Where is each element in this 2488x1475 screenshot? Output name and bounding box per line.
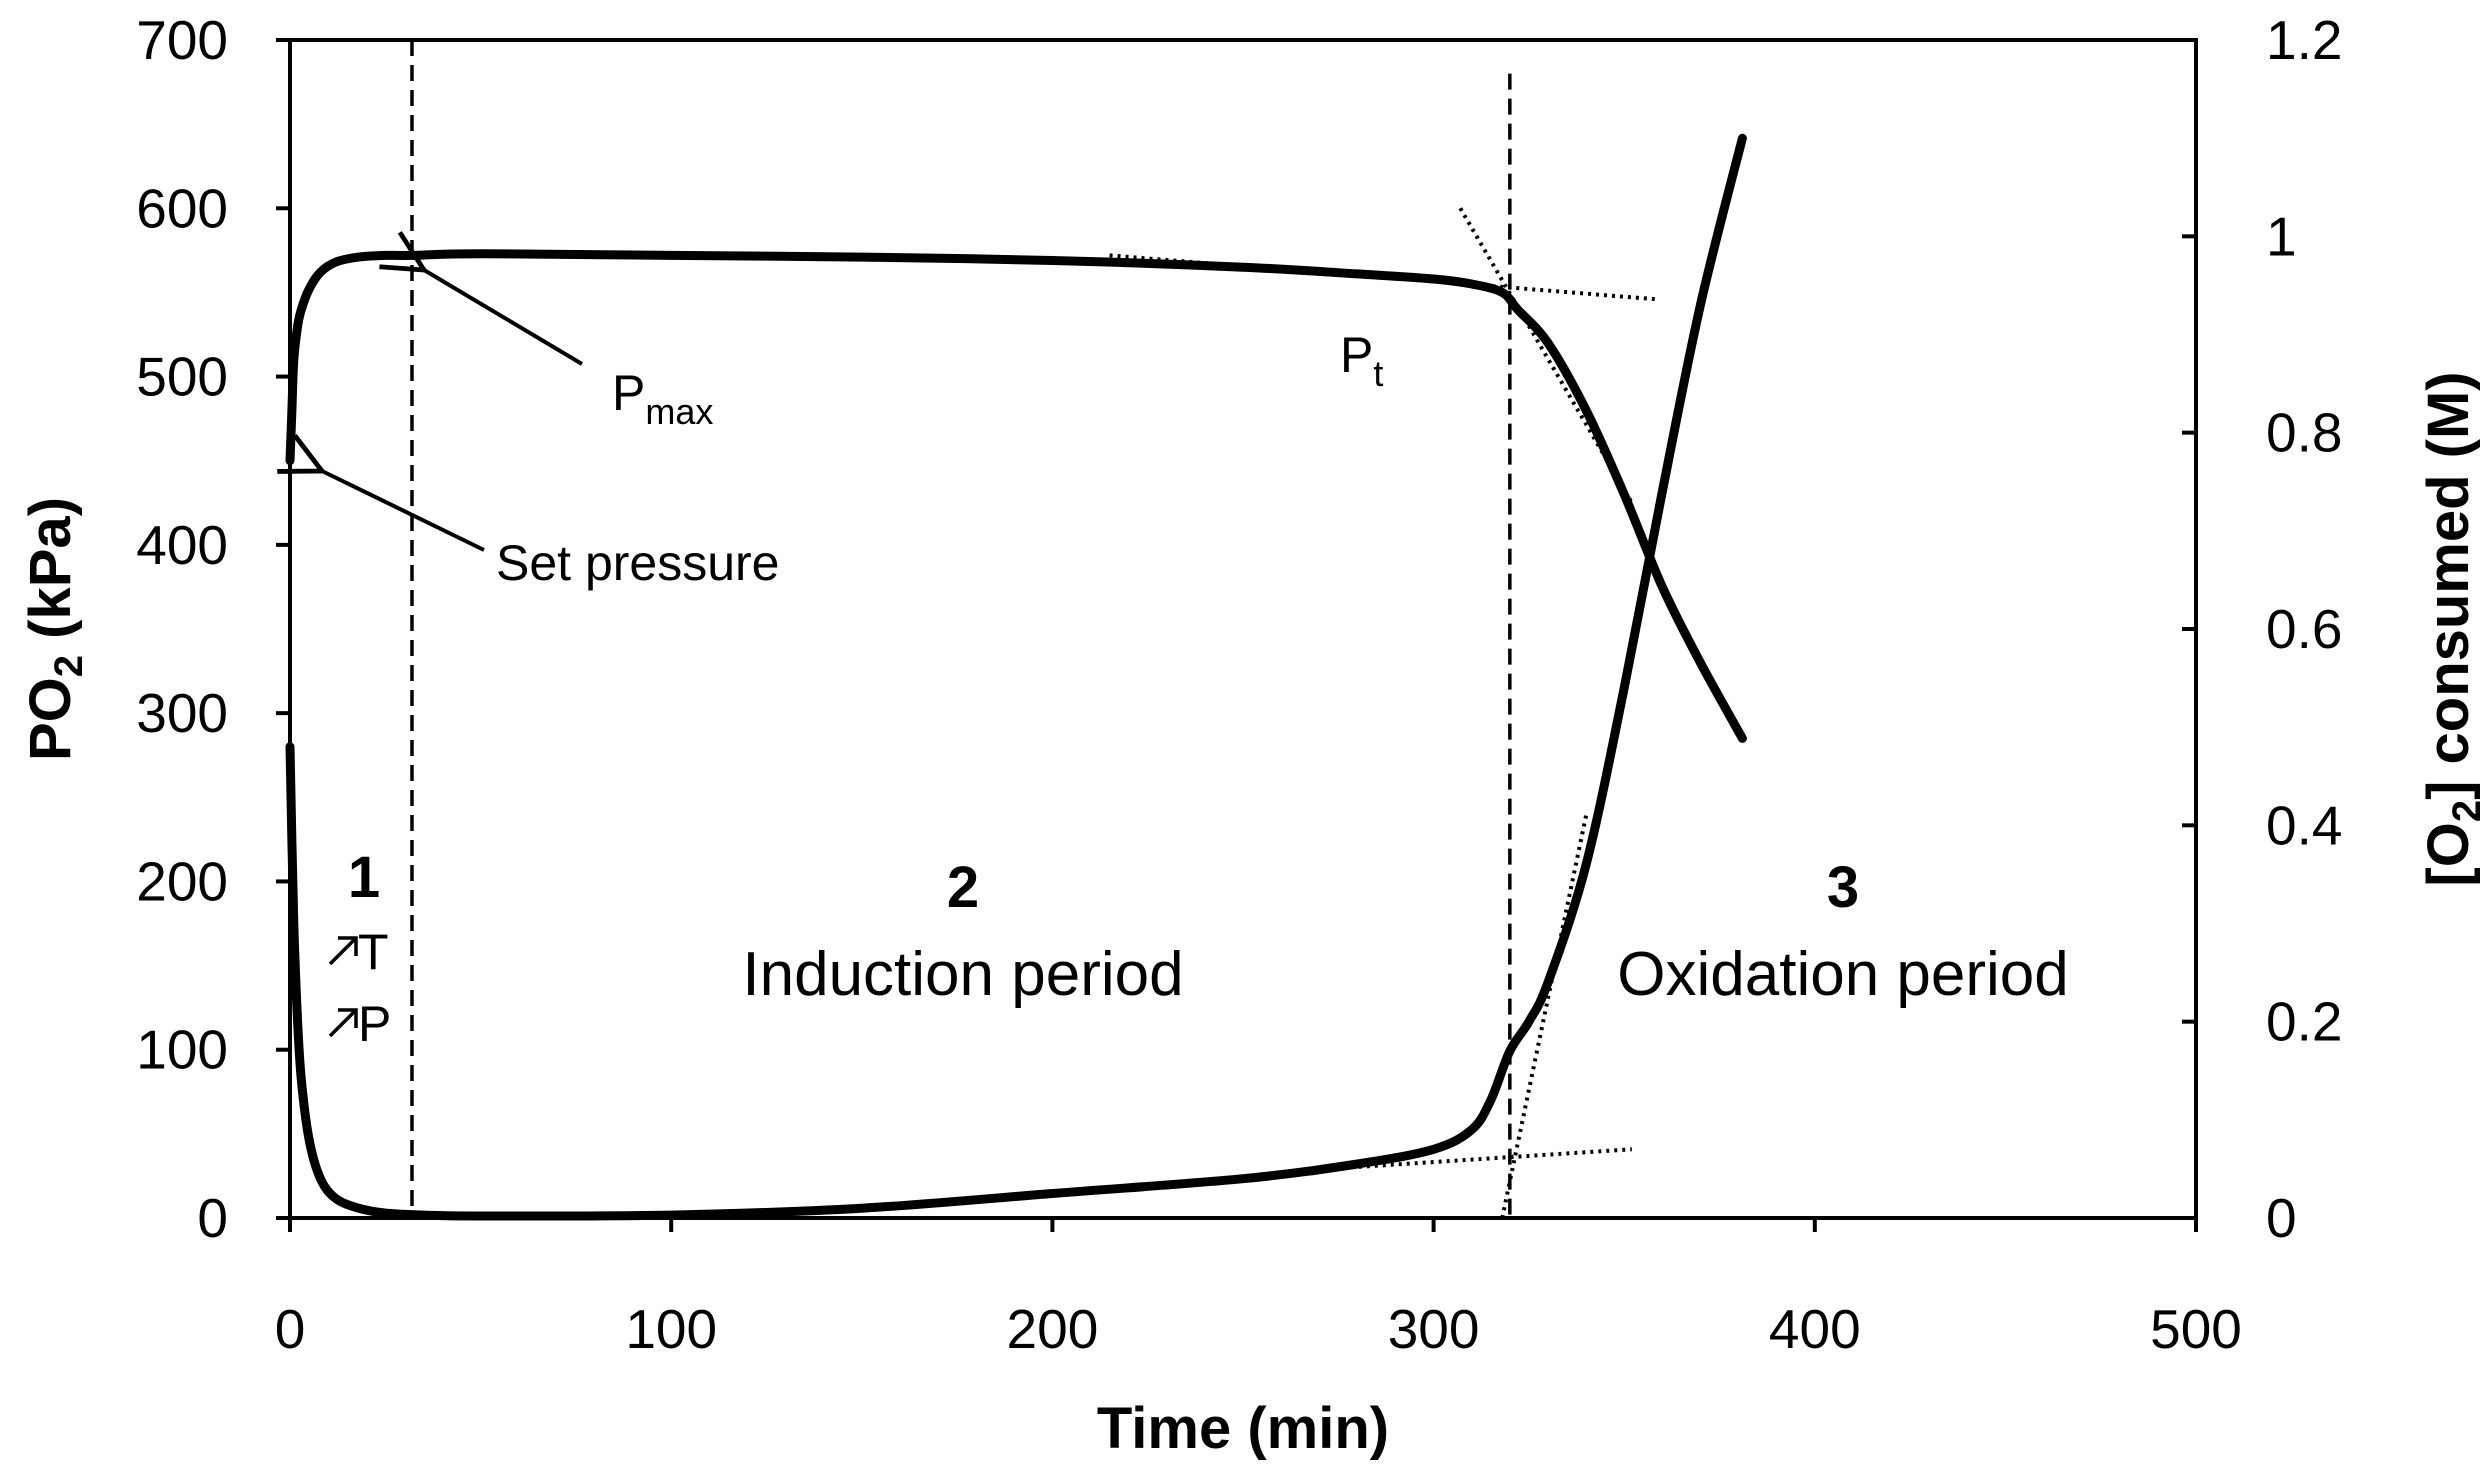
region-3-number: 3: [1827, 855, 1859, 920]
set-pressure-label: Set pressure: [496, 535, 779, 591]
x-tick-label: 500: [2150, 1298, 2242, 1360]
north-east-arrow-icon: [328, 936, 358, 966]
y-left-tick-label: 100: [136, 1019, 228, 1081]
y-right-tick-label: 0.8: [2266, 402, 2342, 464]
y-left-tick-label: 700: [136, 9, 228, 71]
set-pressure-arrow: [322, 471, 485, 552]
tangent-line-3: [1326, 1147, 1632, 1171]
plot-area-frame: [288, 38, 2198, 1220]
y-right-tick-label: 0.2: [2266, 991, 2342, 1053]
series-po2-line: [285, 249, 1747, 743]
y-axis-right-title: [O2] consumed (M): [2416, 371, 2488, 886]
x-tick-label: 0: [275, 1298, 306, 1360]
x-tick-label: 400: [1769, 1298, 1861, 1360]
axis-ticks: [276, 38, 2198, 1232]
y-right-tick-label: 1: [2266, 205, 2297, 267]
data-series: [285, 133, 1747, 1221]
vertical-markers: [410, 40, 1512, 1218]
region-2-number: 2: [947, 855, 979, 920]
y-left-tick-label: 600: [136, 177, 228, 239]
region-1-temperature-rise: T: [328, 924, 389, 980]
y-right-tick-label: 0: [2266, 1187, 2297, 1249]
tangent-line-4: [1500, 815, 1589, 1219]
y-right-tick-label: 1.2: [2266, 9, 2342, 71]
region-3-name: Oxidation period: [1617, 940, 2069, 1009]
y-axis-left-title: PO2 (kPa): [18, 497, 91, 761]
pt-label: Pt: [1340, 327, 1383, 394]
y-left-tick-label: 200: [136, 850, 228, 912]
x-tick-label: 300: [1388, 1298, 1480, 1360]
pmax-arrow: [424, 270, 584, 366]
y-left-tick-label: 400: [136, 514, 228, 576]
region-1-arrow-label-t: T: [358, 924, 389, 980]
y-right-tick-label: 0.6: [2266, 598, 2342, 660]
axis-tick-labels: 0 100 200 300 400 500 0 100 200 300 400 500 600 700 0 0…: [136, 9, 2342, 1360]
y-left-tick-label: 300: [136, 682, 228, 744]
region-1-arrow-label-p: P: [358, 996, 391, 1052]
north-east-arrow-icon: [328, 1008, 358, 1038]
x-tick-label: 200: [1007, 1298, 1099, 1360]
y-left-tick-label: 0: [197, 1187, 228, 1249]
region-2-name: Induction period: [742, 940, 1183, 1009]
north-east-arrow-head: [338, 1008, 358, 1028]
x-axis-title: Time (min): [1097, 1396, 1389, 1461]
y-left-tick-label: 500: [136, 346, 228, 408]
x-tick-label: 100: [625, 1298, 717, 1360]
north-east-arrow-head: [338, 936, 358, 956]
region-1-pressure-rise: P: [328, 996, 391, 1052]
series-o2-consumed-line: [285, 133, 1747, 1221]
y-right-tick-label: 0.4: [2266, 794, 2342, 856]
region-1-number: 1: [348, 845, 380, 910]
tangent-line-2: [1458, 207, 1634, 504]
pmax-label: Pmax: [612, 365, 713, 432]
